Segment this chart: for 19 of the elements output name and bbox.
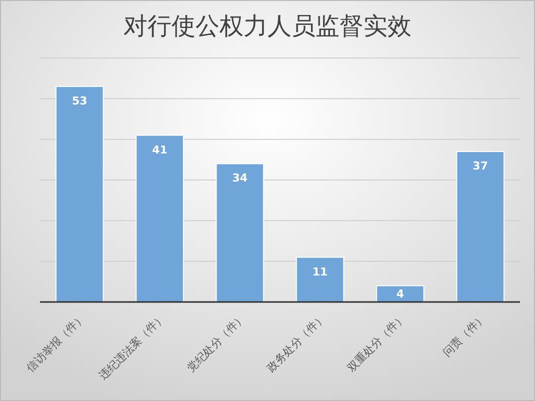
bar: [216, 163, 264, 302]
bar: [296, 256, 344, 302]
chart-title: 对行使公权力人员监督实效: [124, 12, 412, 40]
x-tick-label: 违纪违法案（件）: [96, 310, 168, 382]
data-label: 53: [72, 94, 88, 108]
x-tick-label: 党纪处分（件）: [184, 310, 248, 375]
x-tick-label: 问责（件）: [440, 310, 488, 360]
bar: [136, 134, 184, 302]
data-label: 11: [312, 265, 328, 278]
bar: [456, 151, 504, 302]
data-label: 37: [472, 160, 488, 173]
x-tick-label: 双重处分（件）: [344, 310, 408, 375]
bar: [56, 86, 104, 302]
bar: [376, 285, 424, 302]
x-tick-label: 政务处分（件）: [264, 310, 328, 375]
data-label: 41: [152, 143, 168, 156]
data-label: 4: [396, 287, 404, 300]
data-label: 34: [232, 172, 248, 185]
x-tick-label: 信访举报（件）: [24, 310, 88, 375]
